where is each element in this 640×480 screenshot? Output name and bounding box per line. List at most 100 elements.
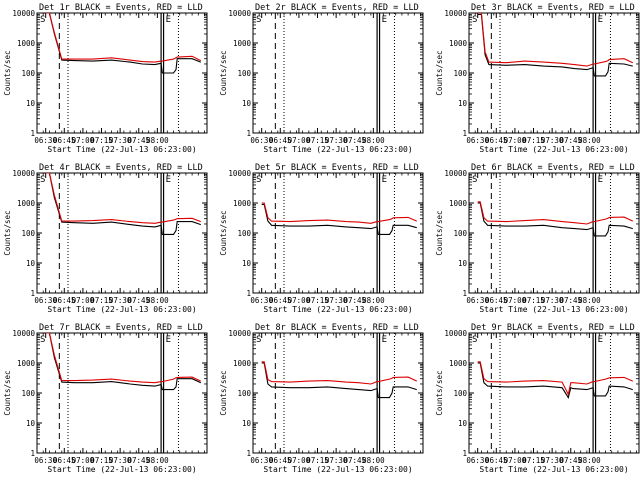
chart-title: Det 4r BLACK = Events, RED = LLD	[39, 163, 203, 173]
y-tick-label: 1	[462, 449, 467, 458]
start-flag: S	[40, 175, 45, 185]
y-axis-label: Counts/sec	[435, 370, 444, 415]
x-tick-label: 08:00	[578, 296, 601, 305]
y-tick-label: 1000	[449, 199, 468, 208]
y-tick-label: 1	[30, 449, 35, 458]
x-axis-label: Start Time (22-Jul-13 06:23:00)	[47, 145, 196, 154]
plot-frame	[252, 12, 424, 134]
x-tick-label: 07:00	[504, 296, 527, 305]
x-tick-label: 07:30	[109, 456, 132, 465]
events-series-line	[477, 202, 633, 237]
x-axis-label: Start Time (22-Jul-13 06:23:00)	[47, 465, 196, 474]
plot-frame	[468, 12, 640, 134]
y-tick-label: 10000	[228, 9, 251, 18]
x-tick-label: 07:45	[127, 296, 150, 305]
y-tick-label: 10	[458, 259, 468, 268]
x-tick-label: 08:00	[362, 136, 385, 145]
y-tick-label: 100	[453, 389, 467, 398]
x-tick-label: 07:15	[306, 296, 329, 305]
x-tick-label: 07:30	[109, 296, 132, 305]
plot-frame	[36, 332, 208, 454]
end-flag: E	[598, 15, 603, 25]
y-tick-label: 100	[21, 389, 35, 398]
chart-title: Det 6r BLACK = Events, RED = LLD	[471, 163, 635, 173]
start-flag: S	[472, 175, 477, 185]
x-axis-label: Start Time (22-Jul-13 06:23:00)	[479, 145, 628, 154]
chart-title: Det 9r BLACK = Events, RED = LLD	[471, 323, 635, 333]
x-tick-label: 06:30	[250, 296, 273, 305]
events-series-line	[261, 362, 417, 399]
y-tick-label: 100	[237, 389, 251, 398]
lld-series-line	[477, 361, 634, 397]
x-tick-label: 07:45	[559, 296, 582, 305]
x-tick-label: 08:00	[578, 456, 601, 465]
start-flag: S	[40, 335, 45, 345]
x-tick-label: 08:00	[362, 456, 385, 465]
y-tick-label: 10	[458, 419, 468, 428]
x-tick-label: 07:30	[325, 456, 348, 465]
x-tick-label: 07:00	[72, 136, 95, 145]
x-tick-label: 06:45	[53, 136, 76, 145]
plot-frame	[36, 172, 208, 294]
x-tick-label: 06:30	[250, 456, 273, 465]
lld-series-line	[477, 201, 634, 225]
y-axis-label: Counts/sec	[219, 370, 228, 415]
detector-panel: Det 4r BLACK = Events, RED = LLD 1 10 100 10…	[3, 163, 208, 314]
events-series-line	[477, 13, 633, 77]
plot-frame	[252, 332, 424, 454]
detector-panel: Det 3r BLACK = Events, RED = LLD 1 10 100 10…	[435, 3, 640, 154]
y-tick-label: 10000	[444, 169, 467, 178]
y-tick-label: 10000	[12, 9, 35, 18]
y-axis-label: Counts/sec	[219, 50, 228, 95]
x-tick-label: 07:45	[343, 296, 366, 305]
chart-title: Det 1r BLACK = Events, RED = LLD	[39, 3, 203, 13]
x-tick-label: 07:00	[288, 296, 311, 305]
y-tick-label: 10	[242, 99, 252, 108]
x-tick-label: 06:30	[34, 136, 57, 145]
x-tick-label: 06:45	[269, 456, 292, 465]
y-tick-label: 10000	[12, 169, 35, 178]
y-tick-label: 10	[26, 259, 36, 268]
events-series-line	[477, 362, 633, 399]
y-tick-label: 1000	[233, 359, 252, 368]
chart-title: Det 5r BLACK = Events, RED = LLD	[255, 163, 419, 173]
x-tick-label: 07:15	[90, 136, 113, 145]
y-tick-label: 10	[242, 259, 252, 268]
y-tick-label: 1000	[17, 39, 36, 48]
x-tick-label: 08:00	[146, 296, 169, 305]
x-tick-label: 07:15	[522, 456, 545, 465]
y-axis-label: Counts/sec	[435, 50, 444, 95]
y-axis-label: Counts/sec	[435, 210, 444, 255]
y-tick-label: 1	[30, 129, 35, 138]
events-series-line	[45, 13, 202, 74]
x-axis-label: Start Time (22-Jul-13 06:23:00)	[479, 465, 628, 474]
start-flag: S	[472, 15, 477, 25]
start-flag: S	[40, 15, 45, 25]
start-flag: S	[256, 15, 261, 25]
lld-series-line	[45, 13, 202, 63]
y-tick-label: 1	[462, 129, 467, 138]
x-tick-label: 06:30	[34, 296, 57, 305]
y-tick-label: 10000	[444, 9, 467, 18]
y-tick-label: 1000	[17, 199, 36, 208]
x-tick-label: 07:45	[343, 136, 366, 145]
detector-panel: Det 8r BLACK = Events, RED = LLD 1 10 100 10…	[219, 323, 424, 474]
x-tick-label: 07:30	[541, 296, 564, 305]
x-axis-label: Start Time (22-Jul-13 06:23:00)	[263, 465, 412, 474]
x-tick-label: 06:30	[466, 296, 489, 305]
lld-series-line	[45, 333, 202, 384]
detector-panel: Det 2r BLACK = Events, RED = LLD 1 10 100 10…	[219, 3, 424, 154]
x-tick-label: 07:30	[325, 136, 348, 145]
y-axis-label: Counts/sec	[3, 50, 12, 95]
chart-title: Det 7r BLACK = Events, RED = LLD	[39, 323, 203, 333]
detector-panel: Det 5r BLACK = Events, RED = LLD 1 10 100 10…	[219, 163, 424, 314]
y-tick-label: 10000	[12, 329, 35, 338]
end-flag: E	[598, 175, 603, 185]
y-tick-label: 1000	[449, 39, 468, 48]
y-tick-label: 1	[246, 129, 251, 138]
end-flag: E	[598, 335, 603, 345]
x-tick-label: 06:45	[269, 296, 292, 305]
x-axis-label: Start Time (22-Jul-13 06:23:00)	[263, 145, 412, 154]
x-tick-label: 07:15	[90, 296, 113, 305]
